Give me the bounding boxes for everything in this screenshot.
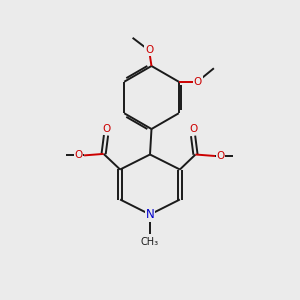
Text: O: O [145, 45, 153, 56]
Text: O: O [102, 124, 110, 134]
Text: O: O [217, 151, 225, 161]
Text: CH₃: CH₃ [141, 237, 159, 248]
Text: O: O [194, 77, 202, 87]
Text: O: O [189, 124, 197, 134]
Text: N: N [146, 208, 154, 221]
Text: O: O [74, 150, 83, 161]
